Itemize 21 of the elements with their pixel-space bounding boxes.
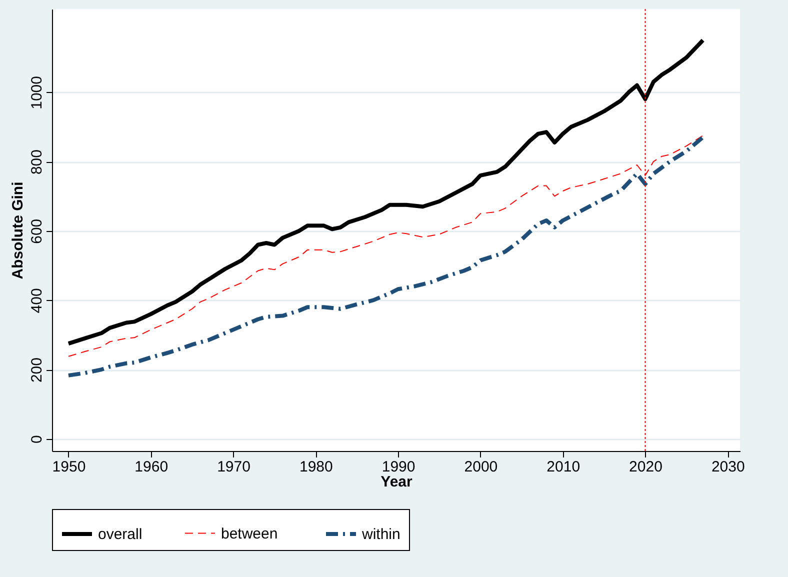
line-series [66, 38, 705, 346]
x-tick-label: 1980 [299, 458, 333, 476]
y-tick-label: 0 [28, 435, 46, 444]
x-tick-label: 1960 [134, 458, 168, 476]
y-tick-label: 1000 [28, 76, 46, 110]
x-tick-label: 1970 [217, 458, 250, 476]
x-tick-label: 1950 [52, 458, 86, 476]
y-tick-label: 800 [28, 150, 46, 175]
x-tick-label: 2020 [629, 458, 662, 476]
y-tick-label: 600 [28, 218, 46, 244]
legend-label: between [221, 525, 278, 542]
x-tick-label: 2010 [546, 458, 580, 476]
y-tick-label: 200 [28, 358, 46, 383]
x-axis-title: Year [380, 474, 413, 490]
x-tick-label: 2000 [464, 458, 498, 476]
x-tick-label: 2030 [711, 458, 745, 476]
legend-label: overall [98, 526, 142, 543]
x-tick-label: 1990 [382, 458, 416, 476]
y-axis-title: Absolute Gini [10, 182, 26, 280]
legend-label: within [361, 526, 400, 543]
y-tick-label: 400 [28, 288, 46, 314]
